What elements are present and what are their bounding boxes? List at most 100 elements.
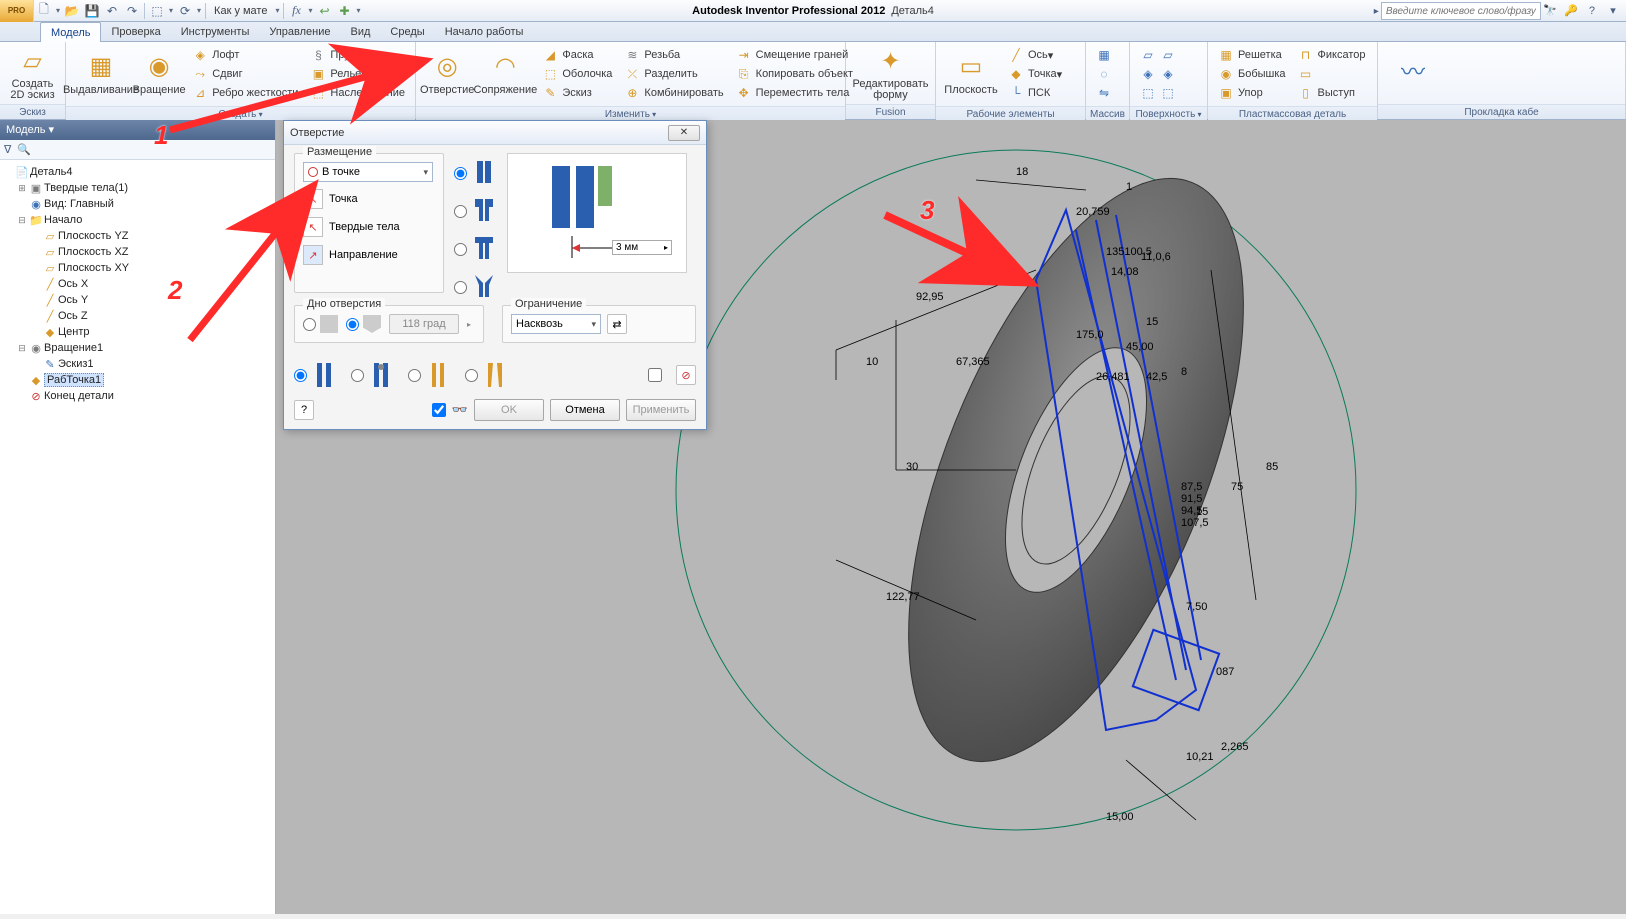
ok-button[interactable]: OK (474, 399, 544, 421)
tree-z[interactable]: ╱Ось Z (2, 308, 273, 324)
angle-bottom-option[interactable] (346, 315, 381, 333)
termination-combo[interactable]: Насквозь (511, 314, 601, 334)
extend-checkbox[interactable] (648, 368, 662, 382)
placement-combo[interactable]: В точке (303, 162, 433, 182)
tab-start[interactable]: Начало работы (435, 22, 534, 42)
pattern-circ-button[interactable]: ◌ (1092, 65, 1120, 83)
hole-type-simple[interactable] (454, 159, 497, 187)
fx-icon[interactable]: fx (286, 1, 306, 21)
pick-point-button[interactable]: ↖Точка (303, 188, 435, 210)
apply-button[interactable]: Применить (626, 399, 696, 421)
thread-taper[interactable] (465, 361, 508, 389)
thread-none[interactable] (294, 361, 337, 389)
snap-button[interactable]: ⊓Фиксатор (1294, 46, 1370, 64)
match-icon[interactable]: ⊘ (676, 365, 696, 385)
filter-icon[interactable]: ∇ (4, 143, 11, 156)
close-icon[interactable]: ✕ (668, 125, 700, 141)
pick-dir-button[interactable]: ↗Направление (303, 244, 435, 266)
emboss-button[interactable]: ▣Рельеф (306, 65, 409, 83)
new-icon[interactable]: 🗋 (34, 1, 54, 21)
tree-yz[interactable]: ▱Плоскость YZ (2, 228, 273, 244)
thread-clearance[interactable] (351, 361, 394, 389)
app-logo[interactable]: PRO (0, 0, 34, 22)
tree-revolve[interactable]: ⊟◉Вращение1 (2, 340, 273, 356)
hole-button[interactable]: ◎Отверстие (420, 44, 474, 102)
grill-button[interactable]: ▦Решетка (1214, 46, 1290, 64)
tab-tools[interactable]: Инструменты (171, 22, 260, 42)
sweep-button[interactable]: ⤳Сдвиг (188, 65, 302, 83)
harness-button[interactable]: 〰 (1382, 44, 1444, 102)
copy-obj-button[interactable]: ⎘Копировать объект (732, 65, 857, 83)
rib-button[interactable]: ⊿Ребро жесткости (188, 84, 302, 102)
tab-model[interactable]: Модель (40, 22, 101, 42)
undo-icon[interactable]: ↶ (102, 1, 122, 21)
ucs-button[interactable]: └ПСК (1004, 84, 1066, 102)
search-input[interactable] (1381, 2, 1541, 20)
open-icon[interactable]: 📂 (62, 1, 82, 21)
tree-origin[interactable]: ⊟📁Начало (2, 212, 273, 228)
group-create[interactable]: Создать (66, 106, 415, 121)
help-button[interactable]: ? (294, 400, 314, 420)
binoculars-icon[interactable]: 🔭 (1541, 2, 1559, 20)
derive-button[interactable]: ⬚Наследование (306, 84, 409, 102)
dialog-titlebar[interactable]: Отверстие ✕ (284, 121, 706, 145)
plane-button[interactable]: ▭Плоскость (940, 44, 1002, 102)
hole-type-csink[interactable] (454, 273, 497, 301)
pick-solid-button[interactable]: ↖Твердые тела (303, 216, 435, 238)
mirror-button[interactable]: ⇋ (1092, 84, 1120, 102)
preview-checkbox[interactable] (432, 403, 446, 417)
tree-xy[interactable]: ▱Плоскость XY (2, 260, 273, 276)
tab-view[interactable]: Вид (341, 22, 381, 42)
group-surface[interactable]: Поверхность (1130, 106, 1207, 121)
shell-button[interactable]: ⬚Оболочка (538, 65, 616, 83)
help-icon[interactable]: ? (1583, 2, 1601, 20)
cancel-button[interactable]: Отмена (550, 399, 620, 421)
tab-inspect[interactable]: Проверка (101, 22, 170, 42)
surf3-button[interactable]: ⬚⬚ (1136, 84, 1184, 102)
select-icon[interactable]: ⬚ (147, 1, 167, 21)
lip-button[interactable]: ▯Выступ (1294, 84, 1370, 102)
extrude-button[interactable]: ▦Выдавливание (70, 44, 132, 102)
combine-button[interactable]: ⊕Комбинировать (620, 84, 727, 102)
point-button[interactable]: ◆Точка ▾ (1004, 65, 1066, 83)
sketch-driven-button[interactable]: ✎Эскиз (538, 84, 616, 102)
chamfer-button[interactable]: ◢Фаска (538, 46, 616, 64)
rule-button[interactable]: ▭ (1294, 65, 1370, 83)
tree-view[interactable]: ◉Вид: Главный (2, 196, 273, 212)
tree-eop[interactable]: ⊘Конец детали (2, 388, 273, 404)
update-icon[interactable]: ⟳ (175, 1, 195, 21)
face-offset-button[interactable]: ⇥Смещение граней (732, 46, 857, 64)
pattern-rect-button[interactable]: ▦ (1092, 46, 1120, 64)
tree-root[interactable]: 📄Деталь4 (2, 164, 273, 180)
save-icon[interactable]: 💾 (82, 1, 102, 21)
hole-type-cbore[interactable] (454, 197, 497, 225)
surf2-button[interactable]: ◈◈ (1136, 65, 1184, 83)
tab-env[interactable]: Среды (380, 22, 434, 42)
move-bodies-button[interactable]: ✥Переместить тела (732, 84, 857, 102)
hole-type-spot[interactable] (454, 235, 497, 263)
coil-button[interactable]: §Пружина (306, 46, 409, 64)
material-combo[interactable]: Как у мате (208, 5, 273, 17)
tree-solids[interactable]: ⊞▣Твердые тела(1) (2, 180, 273, 196)
browser-header[interactable]: Модель ▾ (0, 120, 275, 140)
fillet-button[interactable]: ◠Сопряжение (474, 44, 536, 102)
plus-icon[interactable]: ✚ (335, 1, 355, 21)
group-modify[interactable]: Изменить (416, 106, 845, 121)
find-icon[interactable]: 🔍 (17, 143, 31, 156)
fusion-button[interactable]: ✦Редактировать форму (850, 44, 931, 102)
key-icon[interactable]: 🔑 (1562, 2, 1580, 20)
loft-button[interactable]: ◈Лофт (188, 46, 302, 64)
flat-bottom-option[interactable] (303, 315, 338, 333)
redo-icon[interactable]: ↷ (122, 1, 142, 21)
axis-button[interactable]: ╱Ось ▾ (1004, 46, 1066, 64)
split-button[interactable]: ⤫Разделить (620, 65, 727, 83)
sketch-button[interactable]: ▱Создать 2D эскиз (4, 44, 61, 102)
return-icon[interactable]: ↩ (315, 1, 335, 21)
rest-button[interactable]: ▣Упор (1214, 84, 1290, 102)
tree-x[interactable]: ╱Ось X (2, 276, 273, 292)
revolve-button[interactable]: ◉Вращение (132, 44, 186, 102)
thread-button[interactable]: ≋Резьба (620, 46, 727, 64)
surf1-button[interactable]: ▱▱ (1136, 46, 1184, 64)
thread-tapped[interactable] (408, 361, 451, 389)
hole-diameter-input[interactable]: 3 мм (616, 242, 638, 253)
